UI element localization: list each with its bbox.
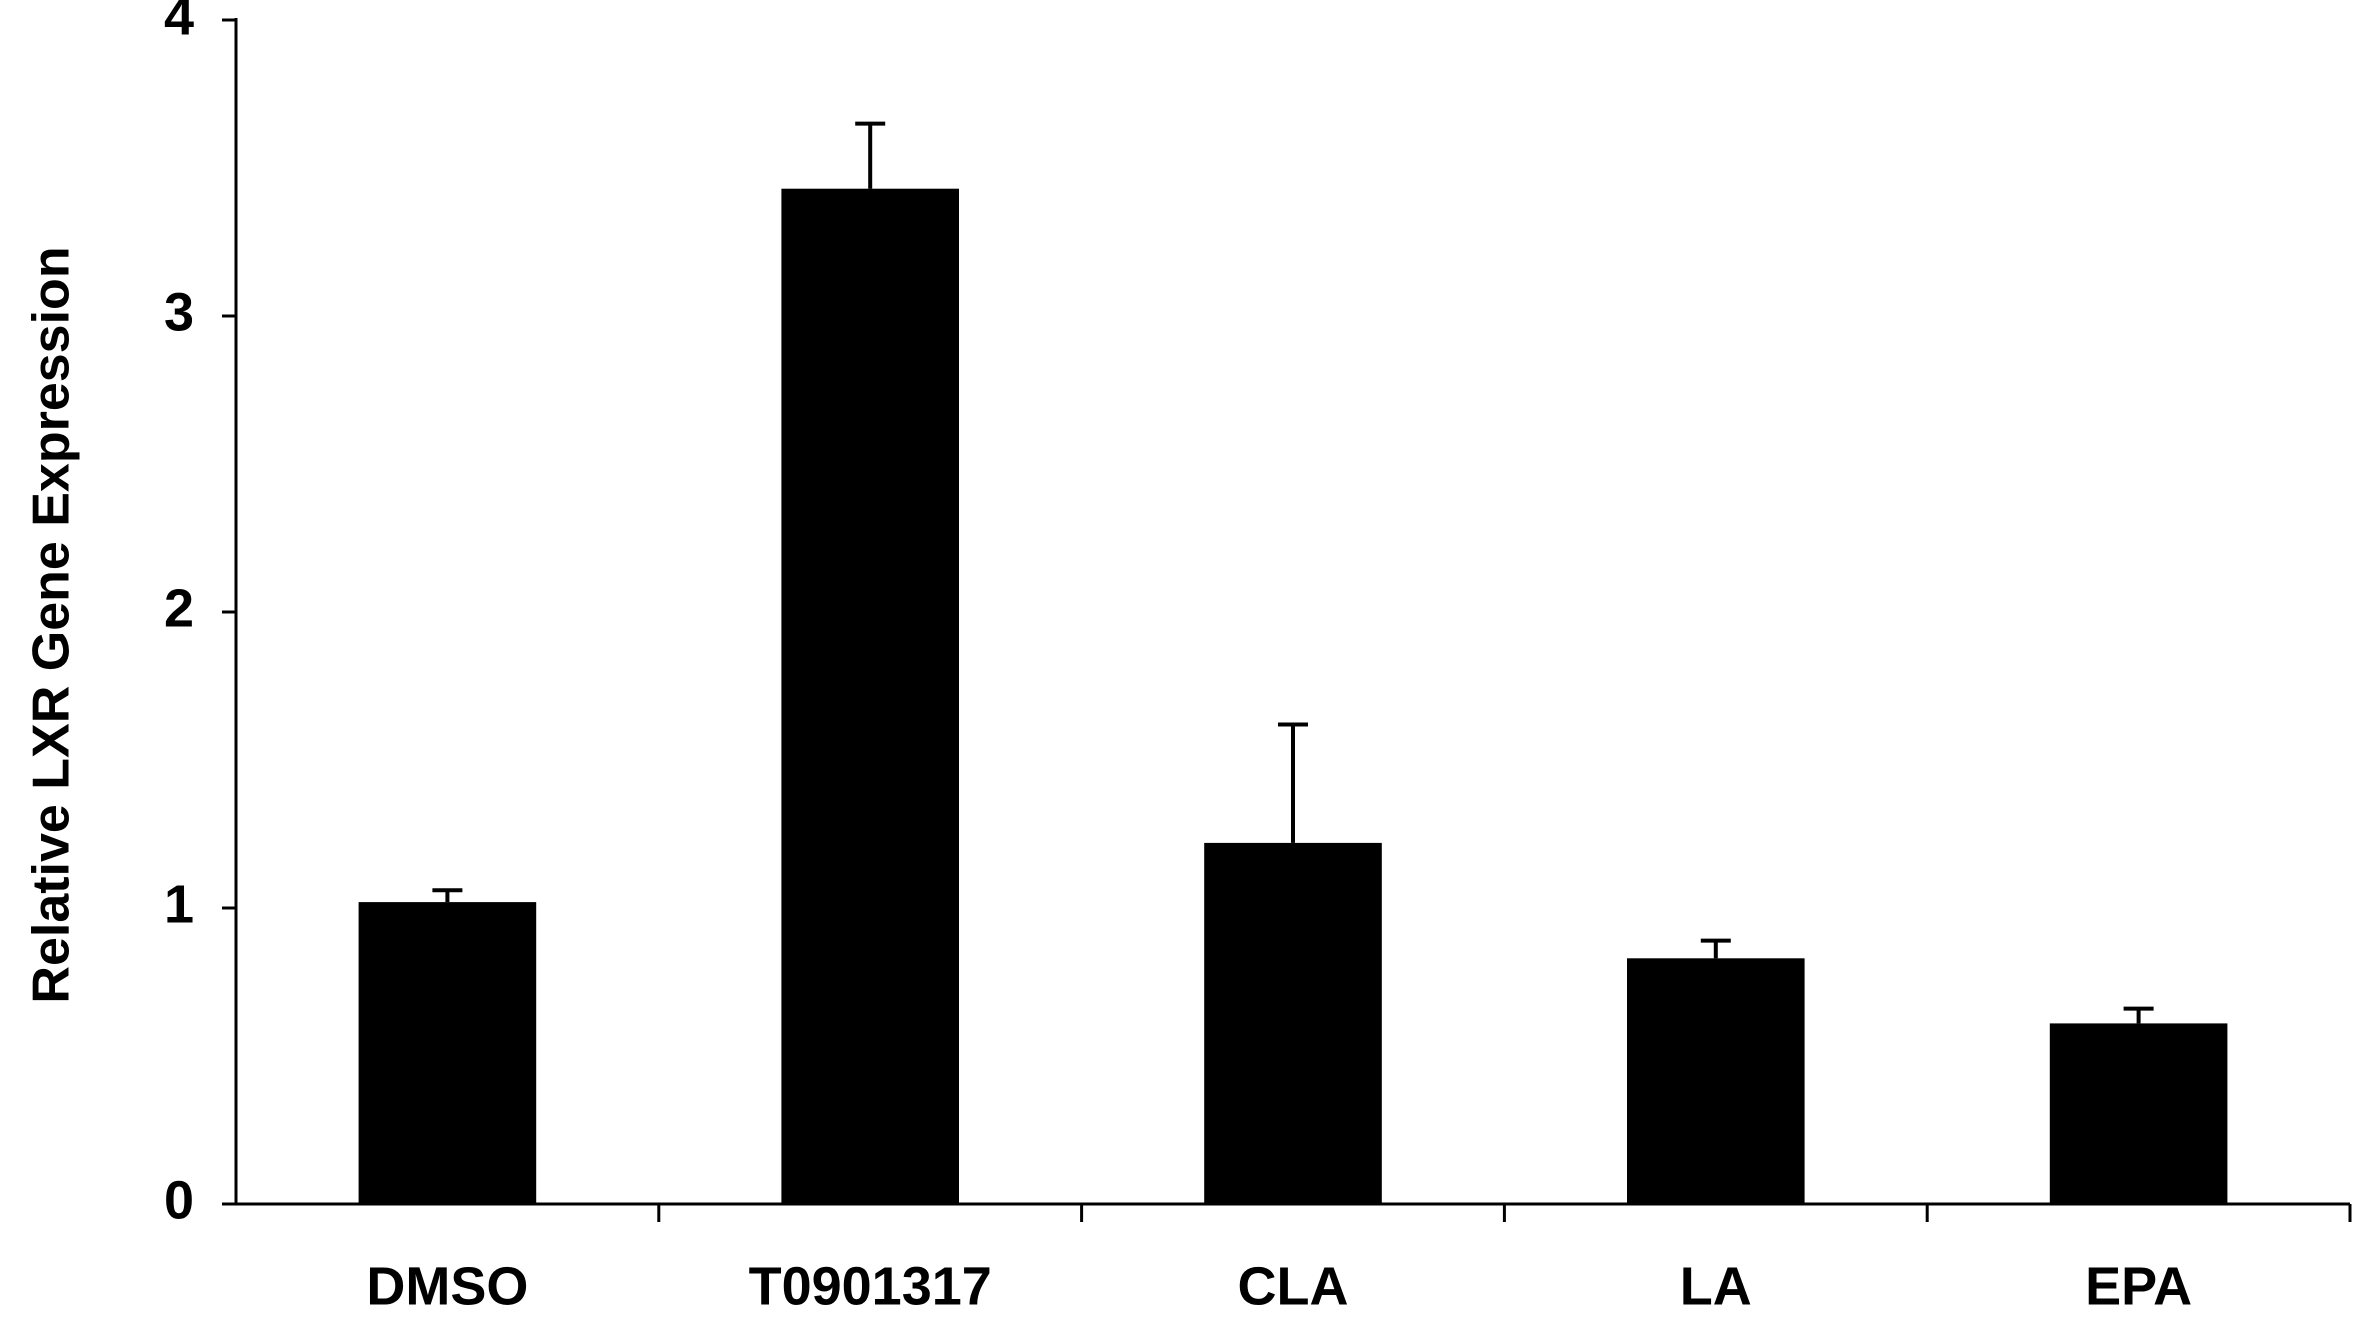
bar-t0901317 [781, 188, 959, 1204]
x-tick-label-t0901317: T0901317 [749, 1256, 992, 1316]
y-tick-label: 1 [164, 874, 194, 934]
error-bars-layer [432, 121, 2154, 1024]
y-tick-label: 0 [164, 1170, 194, 1230]
y-axis-title-group: Relative LXR Gene Expression [23, 246, 81, 1003]
x-ticks-layer: DMSO T0901317 CLA LA EPA [366, 1204, 2352, 1316]
bar-cla [1204, 842, 1382, 1204]
bar-dmso [358, 902, 537, 1204]
bar-la [1627, 958, 1805, 1204]
y-axis-title: Relative LXR Gene Expression [23, 246, 81, 1003]
bars-layer [358, 188, 2228, 1204]
y-tick-label: 3 [164, 282, 194, 342]
x-tick-label-dmso: DMSO [366, 1256, 528, 1316]
x-tick-label-epa: EPA [2085, 1256, 2192, 1316]
x-tick-label-cla: CLA [1238, 1256, 1349, 1316]
bar-epa [2049, 1023, 2228, 1204]
y-ticks-layer: 0 1 2 3 4 [164, 0, 236, 1230]
y-tick-label: 4 [164, 0, 194, 46]
y-tick-label: 2 [164, 578, 194, 638]
x-tick-label-la: LA [1680, 1256, 1752, 1316]
